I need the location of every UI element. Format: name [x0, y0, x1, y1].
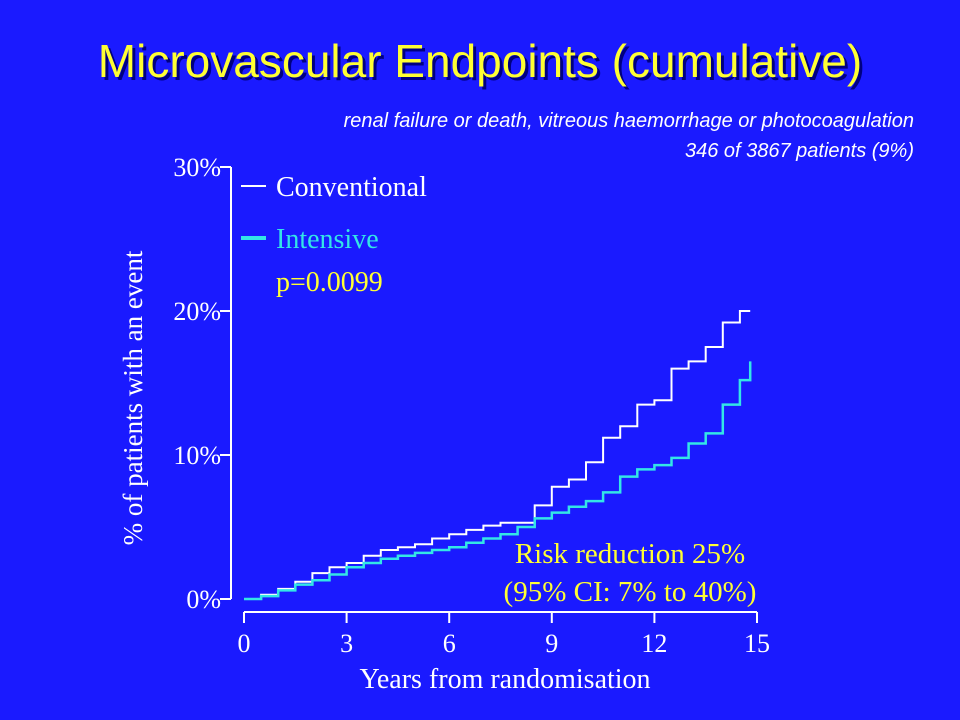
- endpoint-description: renal failure or death, vitreous haemorr…: [343, 110, 914, 132]
- legend-label-conventional: Conventional: [276, 172, 427, 203]
- x-tick-label: 9: [545, 629, 558, 658]
- risk-reduction-note: Risk reduction 25% (95% CI: 7% to 40%): [504, 538, 757, 608]
- x-tick-label: 6: [443, 629, 456, 658]
- y-tick-label: 30%: [173, 153, 221, 182]
- series-line-conventional: [244, 310, 751, 600]
- risk-reduction-text: Risk reduction 25%: [515, 538, 745, 570]
- y-axis-label: % of patients with an event: [118, 250, 148, 545]
- slide-title: Microvascular Endpoints (cumulative): [97, 35, 863, 87]
- slide-subtitle: renal failure or death, vitreous haemorr…: [344, 106, 914, 166]
- y-tick-label: 10%: [173, 441, 221, 470]
- x-tick-label: 3: [340, 629, 353, 658]
- legend: Conventional Intensive p=0.0099: [241, 172, 427, 298]
- y-axis-ticks: 0% 10% 20% 30%: [173, 153, 231, 614]
- x-tick-label: 15: [744, 629, 770, 658]
- plot-area: [244, 310, 752, 601]
- x-tick-label: 12: [641, 629, 667, 658]
- x-tick-label: 0: [238, 629, 251, 658]
- axes: 0% 10% 20% 30% 0 3 6 9 12 15: [173, 153, 770, 658]
- x-axis-ticks: 0 3 6 9 12 15: [238, 612, 770, 658]
- patients-note: 346 of 3867 patients (9%): [684, 140, 914, 162]
- confidence-interval-text: (95% CI: 7% to 40%): [504, 576, 757, 608]
- legend-label-intensive: Intensive: [276, 224, 379, 255]
- p-value: p=0.0099: [276, 267, 383, 298]
- y-tick-label: 20%: [173, 297, 221, 326]
- x-axis-label: Years from randomisation: [359, 664, 650, 695]
- series-line-intensive: [244, 361, 752, 601]
- y-tick-label: 0%: [186, 585, 221, 614]
